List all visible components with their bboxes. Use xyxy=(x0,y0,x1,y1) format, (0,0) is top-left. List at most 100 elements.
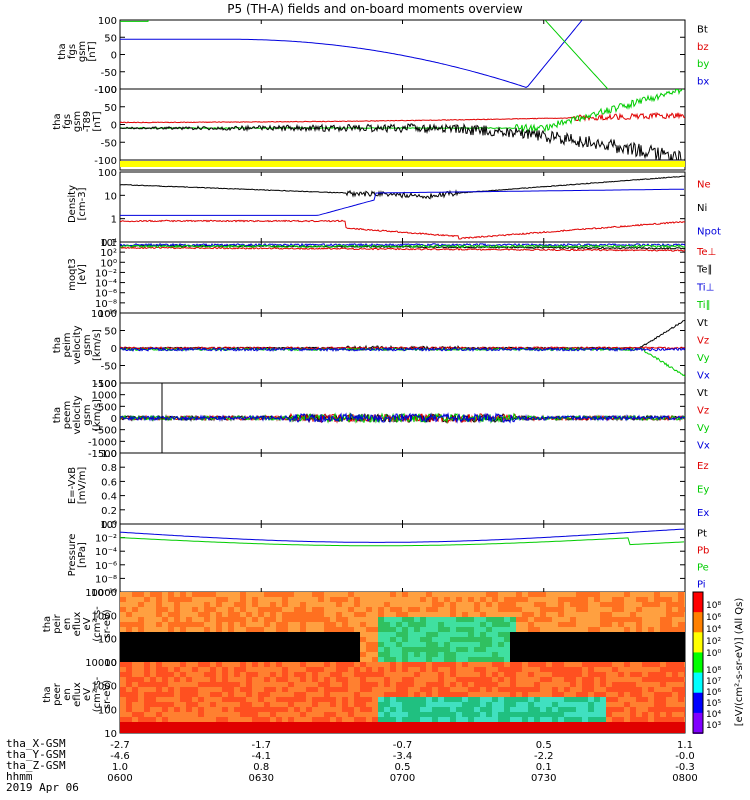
y-tick-label: 0.4 xyxy=(101,492,117,503)
footer-labels: tha_X-GSM tha_Y-GSM tha_Z-GSM hhmm 2019 … xyxy=(6,738,79,793)
x-value-label: -2.7 xyxy=(110,740,130,751)
y-tick-label: 50 xyxy=(104,33,117,44)
series-bz-t89 xyxy=(120,111,685,124)
series-Vz-ion xyxy=(120,345,685,350)
colorbar-tick: 10⁷ xyxy=(706,677,721,687)
y-tick-label: -50 xyxy=(101,362,117,373)
series-Pe xyxy=(120,537,685,547)
legend-Vy: Vy xyxy=(697,423,710,434)
y-axis-label: eV xyxy=(82,617,93,630)
series-bx xyxy=(120,20,583,88)
y-tick-label: 1500 xyxy=(92,379,117,390)
legend-Ex: Ex xyxy=(697,508,709,519)
y-axis-label: sr-eV) xyxy=(102,680,113,709)
y-tick-label: 0.1 xyxy=(101,238,117,249)
legend-Ez: Ez xyxy=(697,461,709,472)
y-axis-label: tha xyxy=(52,407,63,423)
xrow-label-z: tha_Z-GSM xyxy=(6,759,66,772)
y-axis-label: (cm²-s- xyxy=(92,676,103,712)
x-value-label: 0.5 xyxy=(536,740,552,751)
y-axis-label: peir xyxy=(52,613,63,633)
legend-Te∥: Te∥ xyxy=(696,265,713,276)
y-tick-label: 0.8 xyxy=(101,463,117,474)
y-axis-label: [km/s] xyxy=(92,329,103,361)
y-tick-label: 10⁻⁸ xyxy=(95,574,117,585)
series-Npot xyxy=(120,188,684,216)
y-axis-label: sr-eV) xyxy=(102,609,113,638)
legend-Ni: Ni xyxy=(697,203,707,214)
y-tick-label: 100 xyxy=(98,168,117,179)
y-tick-label: 1.0 xyxy=(101,449,117,460)
y-axis-label: fgs xyxy=(62,114,73,129)
colorbar-label: [eV/(cm²-s-sr-eV)] (All Qs) xyxy=(734,598,745,727)
x-value-label: 0700 xyxy=(390,773,415,784)
x-value-label: 0600 xyxy=(107,773,132,784)
legend-bz: bz xyxy=(697,42,709,53)
x-value-label: 0800 xyxy=(672,773,697,784)
legend-by: by xyxy=(697,59,709,70)
y-tick-label: -1000 xyxy=(88,437,117,448)
y-tick-label: 50 xyxy=(104,327,117,338)
y-axis-label: gsm xyxy=(77,41,88,62)
y-tick-label: 10⁻⁶ xyxy=(95,289,117,300)
y-tick-label: 10⁻² xyxy=(95,268,117,279)
y-tick-label: 50 xyxy=(104,103,117,114)
y-axis-label: Density xyxy=(67,185,78,223)
y-tick-label: 10000 xyxy=(85,658,117,669)
y-axis-label: tha xyxy=(42,686,53,702)
y-tick-label: 500 xyxy=(98,402,117,413)
series-V-elec-3 xyxy=(120,412,685,424)
x-value-label: -2.2 xyxy=(534,751,554,762)
panel-efield: 1.0 0.8 0.6 0.4 0.2 0.0 E=-VxB [mV/m] Ez Ey Ex xyxy=(67,449,709,531)
y-tick-label: 10000 xyxy=(85,588,117,599)
spectrogram-ion xyxy=(120,592,685,662)
y-tick-label: -100 xyxy=(94,156,117,167)
y-axis-label: tha xyxy=(42,616,53,632)
y-axis-label: tha xyxy=(52,113,63,129)
y-axis-label: -T89 xyxy=(82,111,93,133)
x-value-label: 0.5 xyxy=(395,762,411,773)
chart-title: P5 (TH-A) fields and on-board moments ov… xyxy=(227,2,523,16)
y-axis-label: en xyxy=(62,618,73,631)
y-tick-label: 100 xyxy=(98,635,117,646)
y-axis-label: peer xyxy=(52,682,63,706)
y-tick-label: 1 xyxy=(111,215,117,226)
x-value-label: 0630 xyxy=(249,773,274,784)
colorbar-tick: 10⁸ xyxy=(706,601,721,611)
panel-frame xyxy=(119,88,686,161)
y-tick-label: 100 xyxy=(98,85,117,96)
y-tick-label: 0 xyxy=(111,121,117,132)
spectrogram-electron xyxy=(120,662,685,733)
legend-Vz: Vz xyxy=(697,405,709,416)
y-tick-label: 10⁻⁴ xyxy=(95,279,117,290)
y-axis-label: velocity xyxy=(72,395,83,434)
y-tick-label: 100 xyxy=(98,309,117,320)
series-Pi xyxy=(120,528,685,543)
y-tick-label: 1000 xyxy=(92,391,117,402)
series-Ti-par xyxy=(120,244,685,249)
panel-frame xyxy=(119,452,686,525)
y-axis-label: [mV/m] xyxy=(77,467,88,505)
x-value-label: -3.4 xyxy=(393,751,413,762)
y-tick-label: 10⁻² xyxy=(95,534,117,545)
series-Ni xyxy=(120,175,685,200)
y-tick-label: 10⁰ xyxy=(100,258,117,269)
y-tick-label: 1000 xyxy=(92,682,117,693)
legend-Pt: Pt xyxy=(697,529,707,540)
y-axis-label: eflux xyxy=(72,682,83,707)
y-tick-label: 10⁻¹⁰ xyxy=(91,309,117,320)
panel-fgs: 100 50 0 -50 -100 tha fgs gsm [nT] Bt bz by bx xyxy=(57,16,709,96)
colorbar-tick: 10⁶ xyxy=(706,613,721,623)
x-value-label: -0.3 xyxy=(675,762,695,773)
x-value-label: -0.7 xyxy=(393,740,413,751)
y-axis-label: moqt3 xyxy=(67,258,78,291)
y-axis-label: [nPa] xyxy=(77,542,88,568)
y-tick-label: 10 xyxy=(104,191,117,202)
y-tick-label: 10⁻⁶ xyxy=(95,561,117,572)
x-value-label: -4.6 xyxy=(110,751,130,762)
x-value-label: 0730 xyxy=(531,773,556,784)
x-value-label: 0.1 xyxy=(536,762,552,773)
y-tick-label: 10⁴ xyxy=(100,238,117,249)
series-by xyxy=(120,20,609,89)
